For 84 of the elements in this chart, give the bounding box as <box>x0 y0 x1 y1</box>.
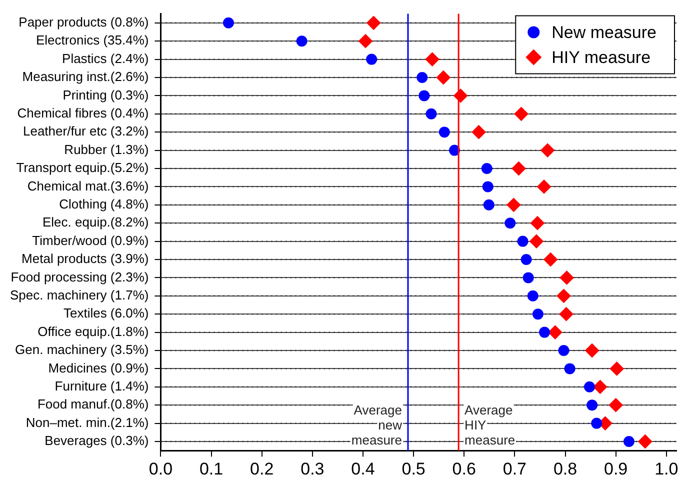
point <box>610 362 624 376</box>
point <box>418 90 430 102</box>
y-tick-label: Elec. equip.(8.2%) <box>42 214 149 230</box>
point <box>472 125 486 140</box>
y-tick-label: Textiles (6.0%) <box>63 306 149 321</box>
point <box>358 34 373 48</box>
y-tick-label: Beverages (0.3%) <box>44 433 149 448</box>
point <box>514 106 528 121</box>
point <box>591 418 602 429</box>
point <box>438 126 450 138</box>
point <box>560 270 574 285</box>
legend-label: New measure <box>552 22 657 42</box>
x-tick-label: 0.4 <box>351 459 375 478</box>
x-tick-label: 0.6 <box>452 459 476 478</box>
y-tick-label: Food processing (2.3%) <box>10 269 149 284</box>
y-tick-label: Transport equip.(5.2%) <box>16 160 149 176</box>
x-tick-label: 0.1 <box>199 459 224 478</box>
point <box>506 198 521 212</box>
point <box>512 162 526 176</box>
point <box>558 345 570 356</box>
point <box>222 17 234 28</box>
y-tick-label: Electronics (35.4%) <box>36 32 149 48</box>
x-tick-label: 0.2 <box>250 459 274 478</box>
y-tick-label: Paper products (0.8%) <box>18 14 149 30</box>
x-tick-label: 0.5 <box>402 459 426 478</box>
point <box>556 288 571 303</box>
point <box>548 325 562 340</box>
point <box>586 400 598 411</box>
point <box>537 180 552 194</box>
point <box>585 344 600 358</box>
x-tick-label: 0.0 <box>148 459 173 478</box>
x-tick-label: 0.9 <box>604 459 628 478</box>
x-tick-label: 0.3 <box>300 459 324 478</box>
y-tick-label: Medicines (0.9%) <box>48 360 149 376</box>
y-tick-label: Office equip.(1.8%) <box>38 324 149 339</box>
y-tick-label: Timber/wood (0.9%) <box>32 232 149 248</box>
y-tick-label: Clothing (4.8%) <box>59 196 149 212</box>
y-tick-label: Plastics (2.4%) <box>62 50 149 66</box>
point <box>539 326 550 338</box>
point <box>483 199 494 210</box>
y-tick-label: Chemical mat.(3.6%) <box>27 178 149 194</box>
y-tick-label: Metal products (3.9%) <box>22 251 149 266</box>
point <box>532 308 544 320</box>
point <box>436 70 450 84</box>
point <box>559 307 574 322</box>
point <box>366 54 378 65</box>
point <box>527 290 538 302</box>
point <box>482 181 494 192</box>
x-tick-label: 0.7 <box>502 459 527 478</box>
y-tick-label: Furniture (1.4%) <box>54 378 149 394</box>
point <box>638 434 652 448</box>
legend-label: HIY measure <box>552 48 651 67</box>
y-tick-label: Spec. machinery (1.7%) <box>10 287 149 302</box>
point <box>564 363 576 374</box>
point <box>366 16 381 30</box>
point <box>296 36 308 47</box>
point <box>520 254 532 265</box>
y-tick-label: Rubber (1.3%) <box>64 142 149 157</box>
point <box>517 236 528 247</box>
point <box>530 216 544 230</box>
x-tick-label: 0.8 <box>553 459 578 478</box>
y-tick-label: Gen. machinery (3.5%) <box>15 342 149 358</box>
y-tick-label: Chemical fibres (0.4%) <box>17 105 149 120</box>
y-tick-label: Leather/fur etc (3.2%) <box>22 124 149 139</box>
point <box>504 218 516 229</box>
y-tick-label: Measuring inst.(2.6%) <box>22 69 149 84</box>
y-tick-label: Non–met. min.(2.1%) <box>26 414 149 430</box>
point <box>544 252 558 266</box>
point <box>416 72 428 83</box>
point <box>584 381 596 392</box>
point <box>481 163 492 174</box>
point <box>540 143 555 158</box>
point <box>623 436 634 447</box>
x-tick-label: 1.0 <box>654 459 678 478</box>
point <box>593 380 608 394</box>
y-tick-label: Food manuf.(0.8%) <box>37 396 149 412</box>
ref-line-label: Average new measure <box>351 402 403 448</box>
point <box>529 234 544 248</box>
ref-line-label: Average HIY measure <box>464 402 516 448</box>
point <box>522 272 534 284</box>
point <box>425 52 440 66</box>
point <box>426 108 437 120</box>
y-tick-label: Printing (0.3%) <box>62 87 149 102</box>
point <box>608 398 623 412</box>
